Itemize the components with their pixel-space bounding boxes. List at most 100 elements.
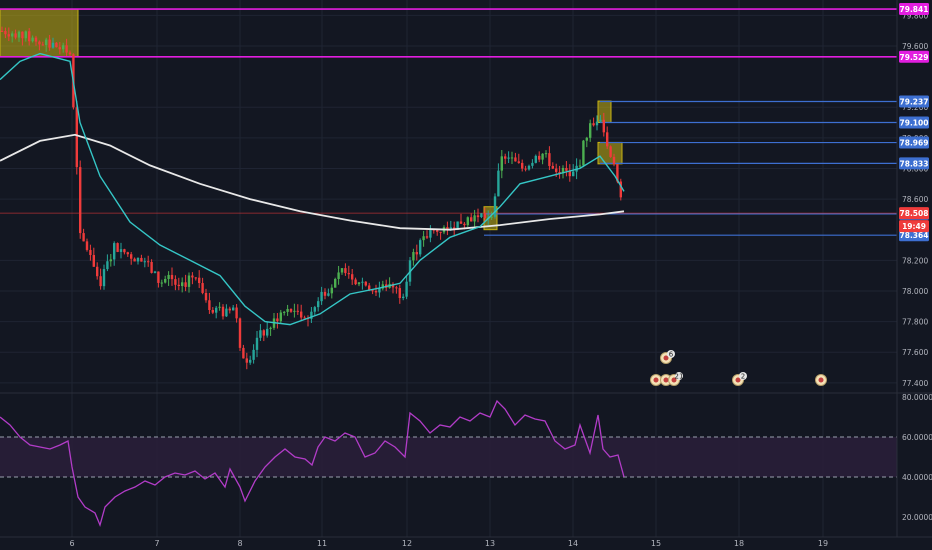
price-pane[interactable]: 6 21 2	[0, 0, 897, 537]
candle-body	[79, 167, 82, 234]
candle-body	[252, 349, 255, 360]
price-level-tag-label: 79.529	[900, 53, 929, 62]
candle-body	[266, 328, 269, 336]
candle-body	[504, 156, 507, 159]
price-tick-label: 78.200	[902, 256, 928, 265]
price-level-tag: 78.364	[899, 229, 929, 242]
candle-body	[130, 254, 133, 259]
economic-event-icon[interactable]	[650, 374, 662, 386]
current-price-tag: 78.508	[899, 207, 929, 220]
candle-body	[92, 255, 95, 267]
time-tick-label: 11	[317, 539, 327, 548]
candle-body	[612, 156, 616, 165]
time-axis[interactable]: 6 7 8 11 12 13 14 15 18 19	[0, 536, 932, 548]
candle-body	[68, 52, 72, 55]
candle-body	[439, 231, 442, 233]
candle-body	[11, 33, 14, 37]
candle-body	[374, 290, 378, 293]
candle-body	[544, 153, 548, 155]
event-marker-dot	[663, 377, 669, 383]
economic-event-icon[interactable]	[815, 374, 827, 386]
time-tick-label: 7	[154, 539, 159, 548]
price-level-tag-box	[899, 229, 929, 242]
rsi-pane[interactable]	[0, 399, 897, 527]
candle-body	[249, 359, 252, 363]
price-level-tag-box	[899, 50, 929, 63]
price-axis[interactable]: 79.80079.60079.20079.00078.80078.60078.2…	[896, 0, 932, 537]
price-grid	[0, 0, 897, 537]
economic-event-icon[interactable]: 2	[732, 372, 748, 386]
candle-body	[466, 217, 469, 226]
candle-body	[340, 268, 344, 273]
candle-body	[262, 330, 265, 336]
rsi-axis-ticks: 80.0000 60.0000 40.0000 20.0000	[902, 393, 932, 522]
candle-body	[4, 31, 7, 35]
time-tick-label: 8	[237, 539, 242, 548]
price-level-tag: 79.100	[899, 116, 929, 129]
time-tick-label: 19	[818, 539, 828, 548]
candle-body	[215, 307, 218, 313]
candle-body	[589, 123, 592, 138]
candle-body	[531, 162, 534, 166]
candle-body	[337, 272, 340, 279]
economic-event-icon[interactable]: 6	[660, 350, 676, 364]
price-tick-label: 78.600	[902, 195, 928, 204]
price-level-tag: 79.529	[899, 50, 929, 63]
candle-body	[524, 168, 527, 170]
candle-body	[599, 119, 602, 122]
candle-body	[476, 215, 480, 218]
event-markers[interactable]: 6 21 2	[650, 350, 827, 386]
candle-body	[245, 358, 248, 363]
candle-body	[378, 288, 381, 293]
candle-body	[0, 30, 4, 32]
time-tick-label: 13	[485, 539, 495, 548]
time-axis-ticks: 6 7 8 11 12 13 14 15 18 19	[69, 539, 828, 548]
candle-body	[45, 39, 48, 46]
candle-body	[351, 274, 354, 280]
candle-body	[113, 243, 116, 260]
candle-body	[395, 287, 398, 289]
candle-body	[320, 291, 323, 302]
candle-body	[28, 31, 31, 42]
current-price-tag-box	[899, 207, 929, 220]
candle-body	[140, 257, 143, 262]
candle-body	[602, 119, 605, 133]
candle-body	[51, 42, 55, 48]
time-tick-label: 14	[568, 539, 578, 548]
candle-body	[34, 37, 38, 42]
candle-body	[323, 291, 327, 296]
candle-body	[147, 261, 150, 263]
candle-body	[174, 279, 177, 285]
candle-body	[204, 292, 208, 301]
candle-body	[402, 296, 405, 299]
candle-body	[398, 288, 401, 299]
event-marker-dot	[663, 355, 669, 361]
candle-body	[221, 306, 225, 317]
bar-countdown-tag-label: 19:49	[902, 222, 926, 231]
candle-body	[133, 258, 136, 262]
rsi-tick-label: 40.0000	[902, 473, 932, 482]
event-marker-dot	[671, 377, 677, 383]
candle-body	[303, 317, 306, 319]
candle-body	[555, 168, 558, 172]
candle-body	[497, 170, 500, 197]
event-marker-dot	[653, 377, 659, 383]
event-count-badge	[675, 372, 683, 380]
price-tick-label: 79.800	[902, 11, 928, 20]
price-level-tag-box	[899, 136, 929, 149]
candle-body	[313, 307, 316, 312]
candle-body	[347, 273, 350, 275]
candle-body	[96, 266, 99, 277]
economic-event-icon[interactable]: 21	[668, 372, 684, 386]
candle-body	[446, 227, 449, 231]
price-level-tag: 78.969	[899, 136, 929, 149]
candle-body	[592, 123, 595, 126]
candle-body	[269, 327, 272, 329]
candle-body	[616, 164, 619, 182]
candle-body	[21, 31, 24, 39]
candle-body	[170, 274, 174, 280]
candle-body	[565, 167, 568, 171]
candle-body	[527, 165, 531, 170]
candle-body	[106, 261, 109, 270]
